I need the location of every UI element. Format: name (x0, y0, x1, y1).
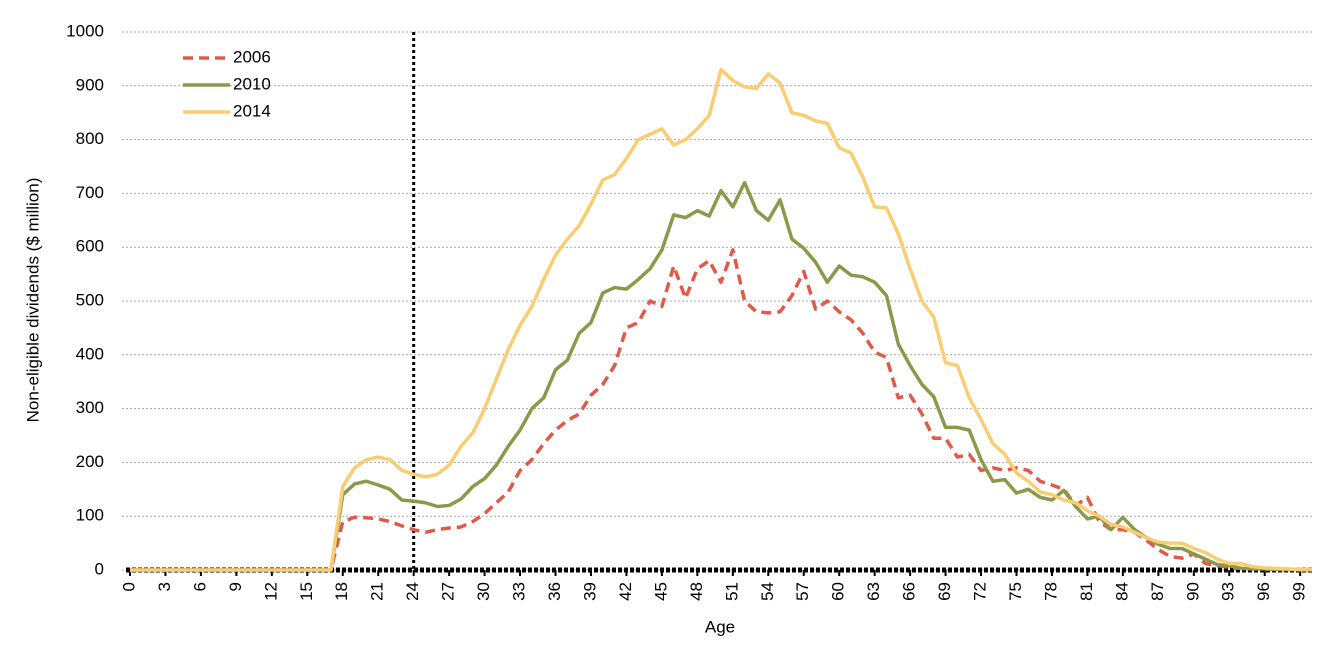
x-tick-label: 36 (545, 582, 564, 601)
y-tick-label: 600 (76, 237, 104, 256)
x-tick-label: 66 (900, 582, 919, 601)
legend-label: 2010 (233, 74, 271, 93)
x-tick-label: 9 (226, 582, 245, 591)
x-tick-label: 6 (190, 582, 209, 591)
x-tick-label: 33 (510, 582, 529, 601)
x-tick-label: 30 (474, 582, 493, 601)
x-tick-label: 45 (651, 582, 670, 601)
y-tick-label: 1000 (66, 21, 104, 40)
legend-label: 2014 (233, 101, 271, 120)
x-tick-label: 63 (864, 582, 883, 601)
x-tick-label: 60 (829, 582, 848, 601)
x-tick-label: 21 (368, 582, 387, 601)
x-axis-label: Age (705, 617, 735, 636)
y-tick-label: 900 (76, 75, 104, 94)
x-tick-label: 3 (155, 582, 174, 591)
legend-label: 2006 (233, 47, 271, 66)
series-line (130, 248, 1312, 572)
x-tick-label: 15 (297, 582, 316, 601)
x-tick-label: 39 (580, 582, 599, 601)
x-tick-label: 99 (1290, 582, 1309, 601)
y-axis-label: Non-eligible dividends ($ million) (23, 178, 42, 423)
y-tick-label: 100 (76, 506, 104, 525)
x-tick-label: 78 (1041, 582, 1060, 601)
y-tick-label: 0 (95, 559, 104, 578)
x-tick-label: 18 (332, 582, 351, 601)
y-tick-label: 200 (76, 452, 104, 471)
x-tick-label: 87 (1148, 582, 1167, 601)
x-tick-label: 90 (1183, 582, 1202, 601)
x-tick-label: 84 (1112, 582, 1131, 601)
y-tick-label: 700 (76, 183, 104, 202)
x-tick-label: 96 (1254, 582, 1273, 601)
x-tick-label: 27 (439, 582, 458, 601)
x-tick-label: 12 (261, 582, 280, 601)
y-tick-label: 300 (76, 398, 104, 417)
x-tick-label: 0 (119, 582, 138, 591)
x-tick-label: 48 (687, 582, 706, 601)
y-tick-label: 800 (76, 129, 104, 148)
y-tick-label: 400 (76, 344, 104, 363)
x-tick-label: 69 (935, 582, 954, 601)
x-tick-label: 93 (1219, 582, 1238, 601)
x-tick-label: 24 (403, 582, 422, 601)
x-tick-label: 42 (616, 582, 635, 601)
series-line (130, 67, 1312, 572)
x-tick-label: 75 (1006, 582, 1025, 601)
series-line (130, 180, 1313, 572)
x-tick-label: 72 (971, 582, 990, 601)
x-tick-label: 54 (758, 582, 777, 601)
x-tick-label: 81 (1077, 582, 1096, 601)
x-tick-label: 51 (722, 582, 741, 601)
y-tick-label: 500 (76, 290, 104, 309)
x-tick-label: 57 (793, 582, 812, 601)
